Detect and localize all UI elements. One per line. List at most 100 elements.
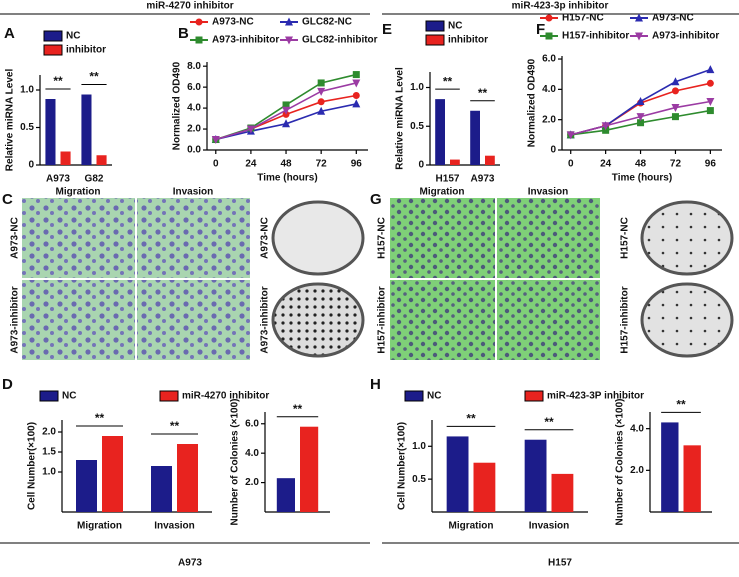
panel-letter: D [2,376,13,393]
y-axis-label: Normalized OD490 [527,58,538,147]
y-axis-label: Number of Colonies (×100) [230,399,241,526]
legend-swatch [425,20,445,32]
micrograph [137,198,250,278]
y-tick-label: 2.0 [630,465,644,476]
y-tick-label: 1.0 [20,85,34,96]
x-tick-label: H157 [436,174,460,185]
bar [45,99,56,165]
bar [81,94,92,165]
legend-marker [545,32,553,40]
y-tick-label: 0 [28,160,34,171]
legend-swatch [425,34,445,46]
x-tick-label: 96 [351,159,363,170]
marker [352,99,361,108]
legend-marker [635,13,643,22]
column-label: Invasion [173,187,214,198]
micrograph [497,198,600,278]
colony-plate [271,200,365,276]
panel-letter: G [370,191,382,208]
marker [636,113,645,122]
micrograph [390,198,495,278]
panel-letter: E [382,21,392,38]
x-axis-label: Time (hours) [612,173,672,184]
annotation: ** [170,419,180,433]
y-axis-label: Relative miRNA Level [5,69,16,172]
legend-label: H157-inhibitor [562,31,629,42]
y-tick-label: 0 [418,160,424,171]
x-axis-label: Time (hours) [257,173,317,184]
legend-marker [195,18,203,26]
legend-label: NC [427,391,441,402]
panel-letter: H [370,376,381,393]
panel-letter: F [536,21,545,38]
x-tick-label: Invasion [154,521,195,532]
x-tick-label: 96 [705,159,717,170]
y-axis-label: Cell Number(×100) [27,422,38,510]
micrograph [390,280,495,360]
y-tick-label: 6.0 [542,54,556,65]
annotation: ** [676,398,686,412]
bar [683,445,701,512]
y-tick-label: 2.0 [42,427,56,438]
bar [446,436,469,512]
bar [473,462,496,512]
x-tick-label: 72 [670,159,682,170]
row-label: H157-inhibitor [377,286,388,353]
bar [470,110,480,165]
marker [706,107,714,115]
header: miR-4270 inhibitor [146,1,233,12]
x-tick-label: 24 [245,159,257,170]
marker [566,131,575,140]
bar [450,159,460,165]
bar [151,466,172,512]
y-tick-label: 8.0 [187,61,201,72]
x-tick-label: 0 [213,159,219,170]
micrograph [22,198,135,278]
legend-marker [285,17,293,26]
legend-marker [635,32,643,41]
legend-label: NC [66,31,80,42]
bar [177,444,198,512]
colony-plate [640,200,734,276]
legend-label: A973-inhibitor [652,31,719,42]
legend-marker [285,36,293,45]
annotation: ** [53,74,63,88]
row-label: H157-NC [377,217,388,259]
header: miR-423-3p inhibitor [512,1,609,12]
marker [352,92,360,100]
legend-swatch [524,390,544,402]
x-tick-label: 24 [600,159,612,170]
colony-plate [271,282,365,358]
y-tick-label: 2.0 [245,477,259,488]
marker [317,98,325,106]
annotation: ** [544,415,554,429]
bar [435,99,445,165]
y-tick-label: 4.0 [630,423,644,434]
marker [282,101,290,109]
marker [282,119,291,128]
marker [601,122,610,131]
x-tick-label: G82 [85,174,104,185]
annotation: ** [478,86,488,100]
row-label: H157-inhibitor [620,286,631,353]
row-label: H157-NC [620,217,631,259]
y-tick-label: 6.0 [187,82,201,93]
legend-swatch [39,390,59,402]
group-caption: A973 [178,558,202,569]
colony-plate [640,282,734,358]
y-axis-label: Cell Number(×100) [397,422,408,510]
legend-label: GLC82-inhibitor [302,35,378,46]
panel-letter: B [178,25,189,42]
legend-swatch [404,390,424,402]
legend-swatch [43,30,63,42]
legend-label: A973-inhibitor [212,35,279,46]
y-tick-label: 1.0 [410,82,424,93]
x-tick-label: A973 [471,174,495,185]
panel-letter: A [4,25,15,42]
marker [317,87,326,96]
legend-label: H157-NC [562,13,604,24]
annotation: ** [293,402,303,416]
marker [352,79,361,88]
marker [671,104,680,113]
